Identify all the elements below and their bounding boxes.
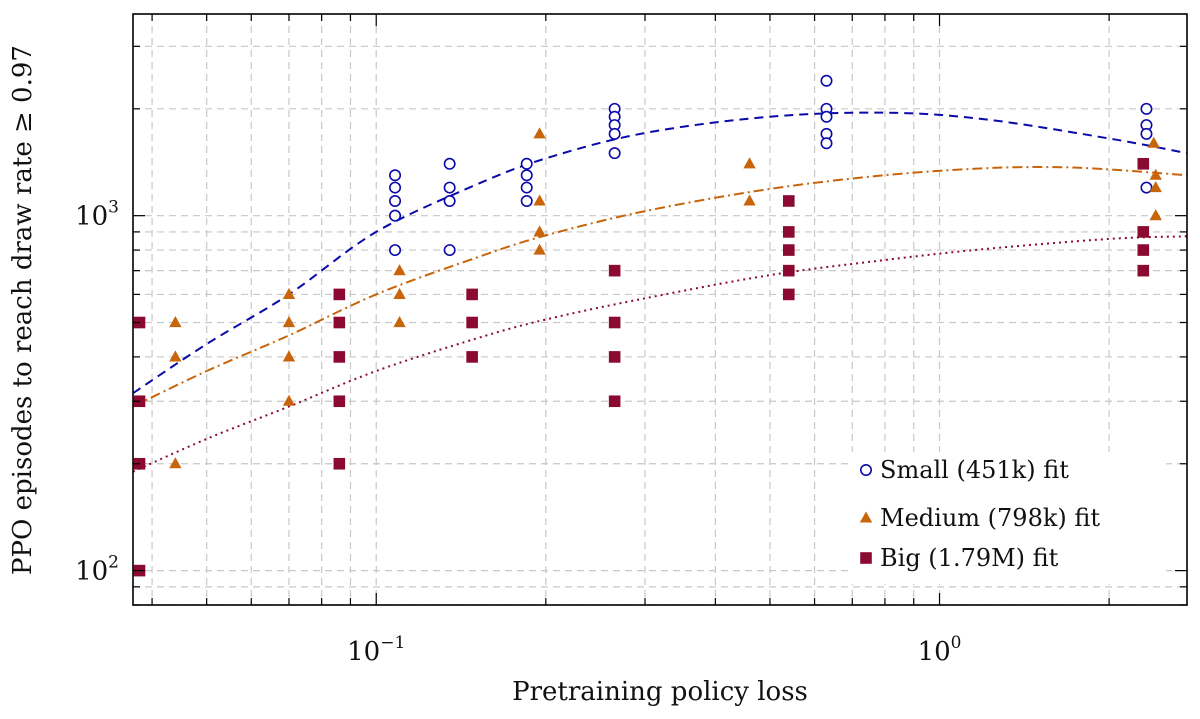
- data-point-big: [1137, 226, 1150, 238]
- data-point-big: [466, 316, 478, 329]
- data-point-big: [608, 351, 621, 363]
- data-point-big: [608, 395, 621, 408]
- data-point-small: [1140, 127, 1153, 140]
- data-point-medium: [1147, 136, 1160, 148]
- data-point-small: [389, 244, 402, 257]
- data-point-medium: [1149, 168, 1162, 180]
- data-point-medium: [743, 157, 756, 169]
- data-point-medium: [533, 127, 546, 139]
- legend-label-small: Small (451k) fit: [880, 456, 1069, 484]
- data-point-big: [333, 288, 346, 301]
- data-point-medium: [169, 350, 182, 362]
- data-point-big: [466, 351, 478, 363]
- x-axis-label: Pretraining policy loss: [512, 677, 808, 707]
- data-point-small: [389, 181, 402, 194]
- data-point-big: [333, 457, 346, 470]
- data-point-medium: [533, 225, 546, 237]
- data-point-big: [608, 316, 621, 329]
- data-point-big: [1137, 158, 1150, 170]
- data-point-big: [333, 316, 346, 329]
- data-point-medium: [393, 287, 406, 299]
- legend: Small (451k) fit Medium (798k) fit Big (…: [848, 452, 1166, 584]
- data-point-small: [389, 194, 402, 207]
- data-point-small: [520, 181, 533, 194]
- x-tick-label: 10−1: [347, 633, 405, 667]
- data-point-medium: [282, 394, 296, 406]
- data-point-small: [820, 137, 833, 150]
- data-point-medium: [1149, 209, 1162, 221]
- plot-frame: [132, 13, 1188, 606]
- data-point-small: [608, 147, 621, 160]
- data-point-small: [608, 127, 621, 140]
- data-point-medium: [169, 457, 182, 469]
- data-point-medium: [533, 194, 546, 206]
- y-tick-label: 102: [75, 553, 119, 587]
- legend-entry-medium: Medium (798k) fit: [859, 504, 1100, 532]
- fit-curve-big: [133, 235, 1187, 473]
- data-point-small: [520, 194, 533, 207]
- fit-curve-medium: [133, 166, 1187, 408]
- data-point-small: [520, 169, 533, 182]
- data-point-small: [520, 157, 533, 170]
- data-point-medium: [282, 316, 296, 328]
- data-point-big: [782, 264, 795, 277]
- legend-label-big: Big (1.79M) fit: [880, 544, 1059, 572]
- y-axis-label: PPO episodes to reach draw rate ≥ 0.97: [8, 45, 38, 575]
- data-point-big: [466, 288, 478, 301]
- data-point-small: [443, 194, 456, 207]
- data-point-medium: [533, 243, 546, 255]
- legend-entry-small: Small (451k) fit: [859, 456, 1069, 484]
- data-point-small: [389, 169, 402, 182]
- axis-ticks: [133, 14, 1187, 606]
- data-point-small: [389, 209, 402, 222]
- data-point-big: [782, 195, 795, 207]
- legend-marker-small: [859, 463, 872, 476]
- data-point-small: [443, 181, 456, 194]
- data-point-big: [333, 395, 346, 408]
- data-point-medium: [393, 316, 406, 328]
- legend-marker-big: [860, 552, 872, 564]
- legend-background: [848, 452, 1166, 584]
- data-point-big: [1137, 264, 1150, 277]
- legend-label-medium: Medium (798k) fit: [880, 504, 1100, 532]
- data-point-big: [782, 288, 795, 301]
- data-point-medium: [282, 287, 296, 299]
- data-point-big: [782, 226, 795, 238]
- tick-labels: 10−1 100 102 103: [75, 198, 961, 667]
- data-point-medium: [743, 194, 756, 206]
- data-point-small: [443, 157, 456, 170]
- data-point-big: [608, 264, 621, 277]
- data-point-big: [1137, 244, 1150, 256]
- data-point-small: [820, 110, 833, 123]
- y-tick-label: 103: [75, 198, 119, 232]
- data-point-big: [333, 351, 346, 363]
- data-point-medium: [169, 316, 182, 328]
- legend-marker-medium: [859, 511, 873, 523]
- legend-entry-big: Big (1.79M) fit: [860, 544, 1059, 572]
- data-point-medium: [282, 350, 296, 362]
- data-point-big: [782, 244, 795, 256]
- x-tick-label: 100: [918, 633, 962, 667]
- data-point-medium: [1149, 181, 1162, 193]
- data-point-medium: [393, 264, 406, 276]
- data-point-small: [443, 244, 456, 257]
- data-point-small: [1140, 102, 1153, 115]
- data-point-small: [820, 74, 833, 87]
- fit-curve-small: [133, 111, 1187, 395]
- data-point-small: [1140, 181, 1153, 194]
